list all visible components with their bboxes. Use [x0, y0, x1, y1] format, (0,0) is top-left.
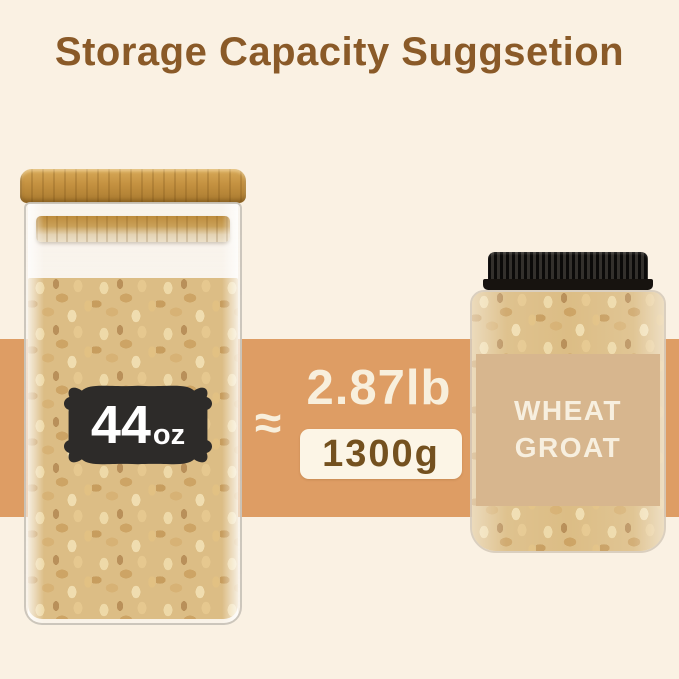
- glass-jar-body: 44 oz: [24, 202, 242, 625]
- page-title: Storage Capacity Suggsetion: [54, 30, 625, 74]
- chalkboard-plaque-shape: [63, 385, 213, 465]
- black-ribbed-lid: [488, 252, 648, 284]
- product-label-line2: GROAT: [514, 432, 622, 463]
- weight-grams: 1300g: [322, 432, 440, 475]
- capacity-unit: oz: [152, 418, 186, 451]
- product-label: WHEAT GROAT: [476, 354, 660, 506]
- plastic-jar-body: WHEAT GROAT: [470, 290, 666, 553]
- lid-rim: [483, 279, 653, 290]
- capacity-value: 44: [90, 395, 151, 455]
- bamboo-lid: [20, 169, 246, 203]
- approx-equal-symbol: ≈: [254, 397, 282, 450]
- glass-jar: 44 oz: [18, 169, 248, 625]
- weight-grams-badge: 1300g: [300, 429, 462, 479]
- chalkboard-label: 44 oz: [60, 381, 216, 469]
- capacity-text: 44 oz: [60, 381, 216, 469]
- bamboo-inner-seal: [36, 216, 230, 242]
- plastic-jar: WHEAT GROAT: [470, 252, 666, 553]
- weight-pounds: 2.87lb: [306, 361, 452, 415]
- product-label-line1: WHEAT: [513, 395, 623, 427]
